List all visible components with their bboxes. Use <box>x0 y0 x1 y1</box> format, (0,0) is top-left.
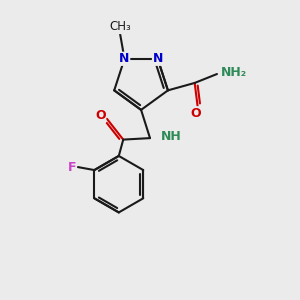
Text: F: F <box>68 160 76 174</box>
Text: N: N <box>119 52 130 65</box>
Text: NH₂: NH₂ <box>220 66 247 79</box>
Text: N: N <box>152 52 163 65</box>
Text: O: O <box>95 109 106 122</box>
Text: CH₃: CH₃ <box>109 20 131 34</box>
Text: O: O <box>191 107 202 120</box>
Text: NH: NH <box>161 130 182 143</box>
